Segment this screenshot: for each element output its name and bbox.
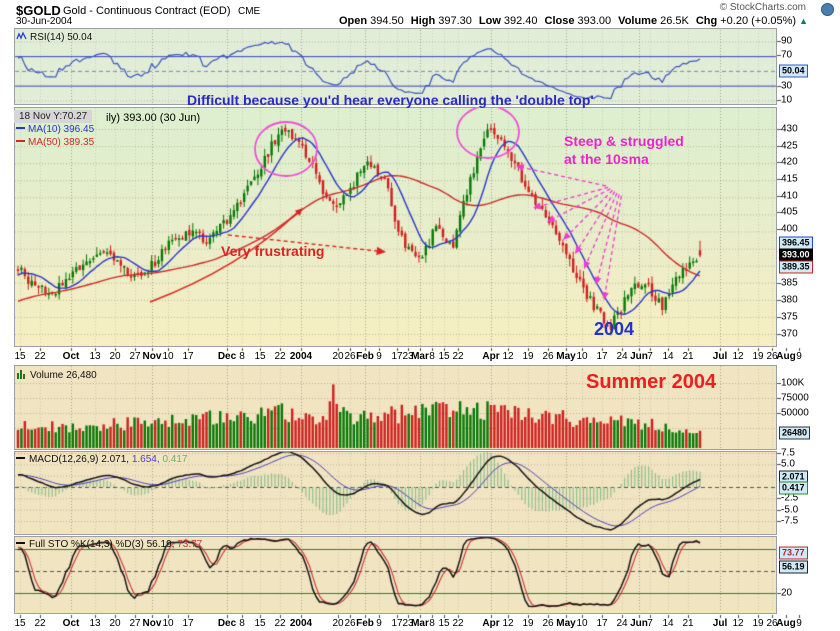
y-axis-label: 75000 — [781, 392, 809, 404]
quote-label: Low — [478, 15, 501, 27]
stochastics-panel — [14, 536, 777, 614]
info-icon[interactable] — [821, 3, 834, 16]
symbol-name: Gold - Continuous Contract (EOD) — [63, 5, 231, 17]
y-axis-label: 415 — [781, 173, 798, 185]
y-axis-label: 20 — [781, 587, 793, 599]
quote-value: 397.30 — [438, 15, 472, 27]
y-axis-label: 380 — [781, 294, 798, 306]
last-value-box: 73.77 — [779, 546, 808, 560]
quote-value: 392.40 — [503, 15, 538, 27]
last-value-box: 2.071 — [779, 470, 808, 484]
quote-label: Open — [339, 15, 368, 27]
quote-label: Volume — [618, 15, 658, 27]
last-value-box: 389.35 — [779, 260, 813, 274]
y-axis-label: 30 — [781, 80, 793, 92]
y-axis-label: 420 — [781, 156, 798, 168]
last-value-box: 50.04 — [779, 64, 808, 78]
price-panel — [14, 107, 777, 347]
change-up-arrow: ▲ — [799, 16, 808, 26]
last-value-box: 396.45 — [779, 236, 813, 250]
quote-value: 394.50 — [370, 15, 404, 27]
quote-value: +0.20 (+0.05%) — [720, 15, 797, 27]
macd-panel — [14, 451, 777, 535]
date-axis-middle — [0, 347, 840, 365]
last-value-box: 0.417 — [779, 481, 808, 495]
y-axis-label: 405 — [781, 206, 798, 218]
y-axis-label: 370 — [781, 328, 798, 340]
chart-header: $GOLD Gold - Continuous Contract (EOD) C… — [0, 0, 840, 28]
volume-panel — [14, 365, 777, 450]
y-axis-label: -2.5 — [781, 492, 799, 504]
chart-date: 30-Jun-2004 — [16, 16, 73, 27]
last-value-box: 393.00 — [779, 248, 813, 262]
y-axis-label: 10 — [781, 94, 793, 106]
rsi-panel — [14, 28, 777, 105]
quote-value: 393.00 — [577, 15, 612, 27]
y-axis-label: 410 — [781, 190, 798, 202]
y-axis-label: 375 — [781, 311, 798, 323]
quote-label: High — [410, 15, 436, 27]
y-axis-label: 100K — [781, 377, 805, 389]
y-axis-label: 50000 — [781, 407, 809, 419]
quote-summary: Open 394.50 High 397.30 Low 392.40 Close 393.00… — [332, 15, 808, 27]
y-axis-label: 425 — [781, 140, 798, 152]
y-axis-label: 430 — [781, 123, 798, 135]
last-value-box: 26480 — [779, 426, 811, 440]
y-axis-label: 5.0 — [781, 458, 795, 470]
exchange: CME — [238, 6, 261, 17]
quote-label: Close — [544, 15, 575, 27]
y-axis-label: 400 — [781, 223, 798, 235]
y-axis-label: 90 — [781, 35, 793, 47]
quote-value: 26.5K — [660, 15, 689, 27]
last-value-box: 56.19 — [779, 560, 808, 574]
y-axis-label: -7.5 — [781, 515, 799, 527]
y-axis-label: -5.0 — [781, 504, 799, 516]
y-axis-label: 7.5 — [781, 447, 795, 459]
quote-label: Chg — [695, 15, 718, 27]
date-axis-bottom — [0, 614, 840, 631]
y-axis-label: 385 — [781, 277, 798, 289]
y-axis-label: 70 — [781, 49, 793, 61]
stockcharts-link[interactable]: © StockCharts.com — [719, 2, 806, 13]
